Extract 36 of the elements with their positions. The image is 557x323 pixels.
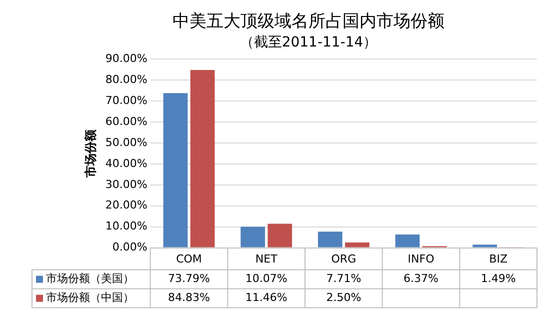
y-tick-label: 80.00% — [105, 73, 148, 86]
bar — [240, 226, 265, 248]
chart-subtitle: （截至2011-11-14） — [240, 34, 378, 50]
x-tick-label: COM — [176, 252, 202, 266]
data-label: 11.46% — [245, 291, 288, 304]
y-axis-title: 市场份额 — [83, 128, 98, 178]
y-tick-label: 40.00% — [105, 156, 148, 170]
bar — [345, 242, 370, 248]
x-tick-label: NET — [255, 252, 278, 266]
bar — [268, 224, 292, 248]
legend-label: 市场份额（中国） — [46, 291, 134, 304]
legend-label: 市场份额（美国） — [46, 272, 134, 286]
y-tick-label: 10.00% — [105, 220, 148, 233]
y-tick-label: 90.00% — [105, 52, 148, 66]
data-label: 10.07% — [245, 272, 288, 286]
bar — [472, 244, 497, 248]
y-tick-label: 30.00% — [105, 178, 148, 191]
y-tick-label: 60.00% — [105, 114, 148, 128]
y-tick-label: 50.00% — [105, 136, 148, 149]
y-tick-label: 0.00% — [112, 240, 148, 254]
data-label: 73.79% — [168, 272, 210, 286]
data-label: 7.71% — [326, 272, 362, 286]
y-tick-label: 20.00% — [105, 198, 148, 212]
data-label: 1.49% — [480, 272, 516, 286]
bar — [190, 70, 215, 248]
chart-title: 中美五大顶级域名所占国内市场份额 — [172, 12, 444, 32]
bar — [395, 234, 420, 248]
x-tick-label: INFO — [408, 252, 435, 266]
x-tick-label: BIZ — [489, 252, 508, 266]
data-label: 2.50% — [326, 291, 362, 304]
bar — [318, 232, 342, 248]
data-label: 6.37% — [404, 272, 438, 286]
x-tick-label: ORG — [331, 252, 356, 266]
y-tick-label: 70.00% — [105, 94, 148, 107]
data-label: 84.83% — [168, 291, 210, 304]
bar — [163, 93, 188, 248]
